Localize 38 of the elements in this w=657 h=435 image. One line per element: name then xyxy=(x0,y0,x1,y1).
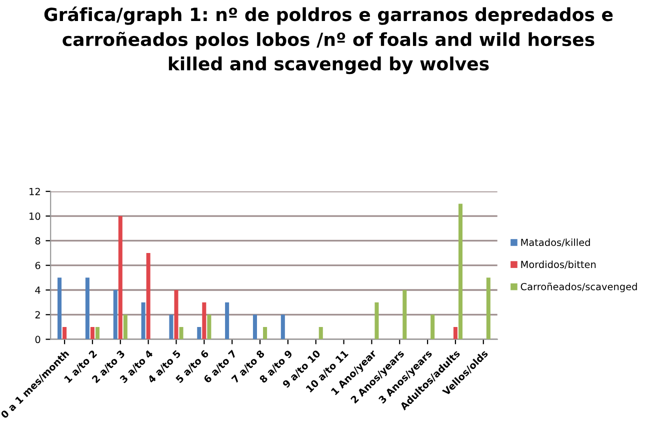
bar xyxy=(453,326,458,340)
bar xyxy=(58,278,62,340)
y-tick-label: 6 xyxy=(35,262,40,270)
bar xyxy=(318,326,323,340)
bar xyxy=(402,290,407,340)
bar xyxy=(118,216,122,340)
bar xyxy=(62,326,67,340)
bar xyxy=(95,326,100,340)
y-tick-label: 10 xyxy=(30,212,40,220)
y-tick-label: 4 xyxy=(35,286,40,294)
y-tick-label: 0 xyxy=(35,336,40,344)
bar xyxy=(263,326,268,340)
legend-label: Mordidos/bitten xyxy=(521,260,596,269)
y-tick-label: 2 xyxy=(35,311,40,318)
bar xyxy=(486,278,490,340)
bar xyxy=(174,290,178,340)
bar xyxy=(207,314,212,340)
bar xyxy=(458,204,462,340)
bar xyxy=(123,314,128,340)
bar xyxy=(225,302,230,340)
legend-label: Matados/killed xyxy=(521,238,590,247)
bar xyxy=(202,302,206,340)
bar xyxy=(113,290,118,340)
bar xyxy=(280,314,285,340)
y-tick-label: 12 xyxy=(30,188,40,196)
y-tick-label: 8 xyxy=(35,237,40,245)
bar xyxy=(90,326,94,340)
bar xyxy=(252,314,257,340)
bar xyxy=(430,314,435,340)
bar xyxy=(146,253,150,340)
chart-title: Gráfica/graph 1: nº de poldros e garranos depredados e carroñeados polos lobos /nº of foals and wild horses killed and scavenged by wolves xyxy=(44,6,613,74)
bar xyxy=(85,278,90,340)
bar xyxy=(179,326,184,340)
bar xyxy=(197,326,202,340)
bar xyxy=(374,302,379,340)
bar xyxy=(169,314,174,340)
bar xyxy=(141,302,146,340)
legend-label: Carroñeados/scavenged xyxy=(520,282,637,292)
